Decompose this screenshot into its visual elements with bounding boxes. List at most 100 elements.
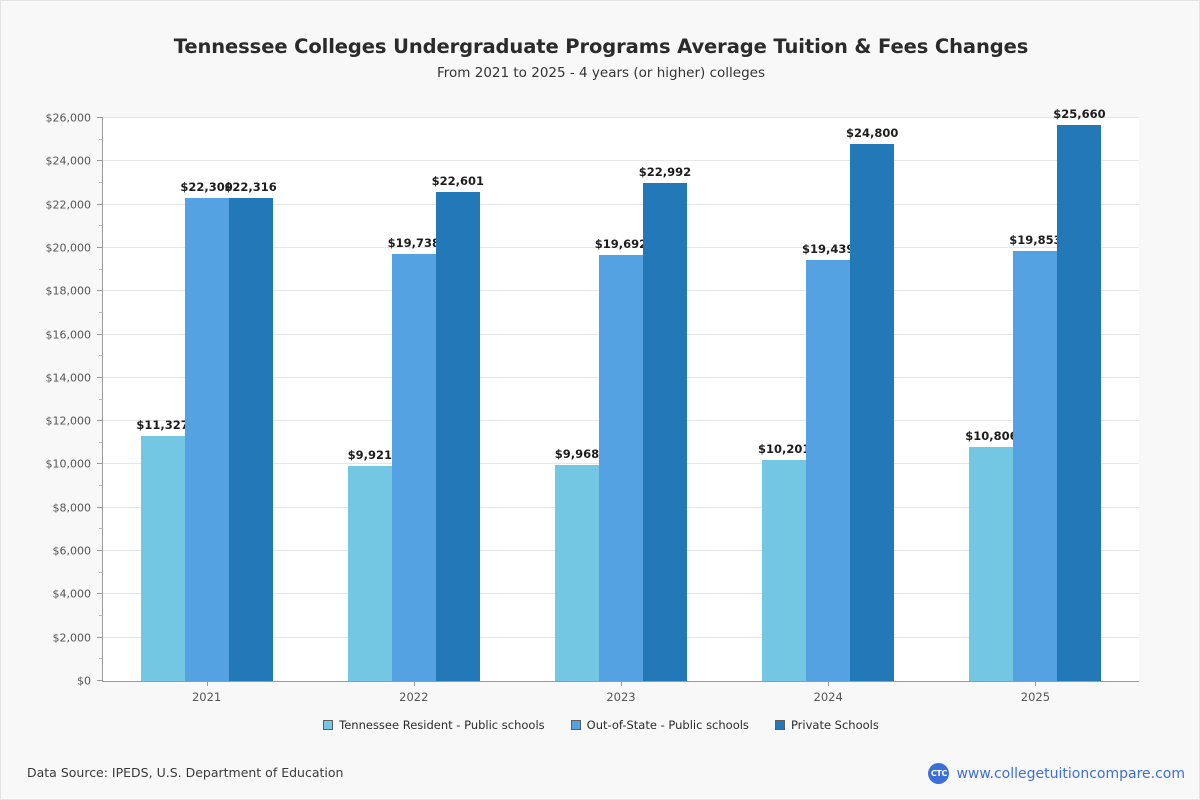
bar-value-label: $24,800 <box>845 126 899 140</box>
legend-swatch-icon <box>570 720 581 730</box>
y-axis-tick <box>97 376 103 378</box>
y-axis-label: $18,000 <box>45 284 92 298</box>
x-axis-label: 2025 <box>1020 690 1051 704</box>
y-axis-label: $12,000 <box>45 414 92 428</box>
y-axis-minor-tick <box>99 398 103 400</box>
y-axis-minor-tick <box>99 181 103 183</box>
y-axis-minor-tick <box>99 225 103 227</box>
bar-value-label: $9,968 <box>554 447 600 462</box>
chart-legend: Tennessee Resident - Public schools Out-o… <box>1 718 1200 732</box>
legend-label: Tennessee Resident - Public schools <box>339 718 545 732</box>
y-axis-tick <box>97 506 103 508</box>
legend-label: Private Schools <box>790 718 879 732</box>
ctc-logo-icon: CTC <box>928 763 950 784</box>
y-axis-tick <box>97 550 103 552</box>
gridline <box>103 160 1139 162</box>
y-axis-minor-tick <box>99 615 103 617</box>
bar[interactable]: $19,853 <box>1009 233 1062 681</box>
bar-group: $11,327 $22,300 $22,316 <box>136 118 277 681</box>
gridline <box>103 246 1139 248</box>
y-axis-label: $0 <box>77 674 91 688</box>
y-axis-label: $24,000 <box>45 154 92 168</box>
page-title: Tennessee Colleges Undergraduate Program… <box>173 35 1029 58</box>
legend-swatch-icon <box>323 720 334 730</box>
bar-value-label: $11,327 <box>136 417 189 432</box>
y-axis-minor-tick <box>99 311 103 313</box>
bar[interactable]: $22,316 <box>224 180 277 681</box>
bar[interactable]: $22,300 <box>180 180 233 681</box>
brand-footer[interactable]: CTC www.collegetuitioncompare.com <box>928 763 1185 784</box>
x-axis-tick <box>621 681 622 686</box>
bar[interactable]: $19,738 <box>388 236 440 681</box>
x-axis-label: 2021 <box>191 690 222 704</box>
bar-value-label: $25,660 <box>1053 107 1106 122</box>
bar-group: $9,968 $19,692 $22,992 <box>555 118 691 681</box>
y-axis-minor-tick <box>99 658 103 660</box>
bar-value-label: $19,738 <box>387 235 440 250</box>
bar[interactable]: $25,660 <box>1053 107 1106 681</box>
y-axis-label: $14,000 <box>45 371 92 385</box>
bar-group: $10,201 $19,439 $24,800 <box>758 118 898 681</box>
bar-value-label: $22,992 <box>638 165 692 180</box>
bar-value-label: $22,601 <box>431 173 484 188</box>
y-axis-minor-tick <box>99 571 103 573</box>
y-axis-minor-tick <box>99 138 103 140</box>
y-axis-label: $8,000 <box>52 501 92 515</box>
y-axis-label: $2,000 <box>52 631 92 645</box>
y-axis-tick <box>97 203 103 205</box>
bar-value-label: $22,300 <box>180 180 233 195</box>
x-axis-tick <box>206 681 208 686</box>
bar-value-label: $10,201 <box>757 442 811 457</box>
y-axis-label: $26,000 <box>45 111 92 125</box>
bar[interactable]: $9,968 <box>555 447 599 681</box>
legend-item[interactable]: Private Schools <box>774 718 879 732</box>
bar[interactable]: $9,921 <box>348 448 392 681</box>
data-source-note: Data Source: IPEDS, U.S. Department of E… <box>27 765 344 780</box>
legend-item[interactable]: Tennessee Resident - Public schools <box>323 718 545 732</box>
gridline <box>103 203 1139 205</box>
bar[interactable]: $10,201 <box>758 442 810 681</box>
bar-group: $10,806 $19,853 $25,660 <box>965 107 1106 681</box>
y-axis-label: $4,000 <box>52 587 92 601</box>
bar[interactable]: $19,692 <box>595 237 647 681</box>
bar[interactable]: $11,327 <box>136 418 189 681</box>
y-axis-tick <box>97 636 103 638</box>
bar[interactable]: $19,439 <box>802 242 854 681</box>
bar-value-label: $9,921 <box>347 448 392 463</box>
x-axis-label: 2022 <box>399 690 429 704</box>
x-axis-tick <box>1035 681 1037 686</box>
y-axis-tick <box>97 680 103 681</box>
bar[interactable]: $22,992 <box>639 165 691 681</box>
y-axis-minor-tick <box>99 355 103 357</box>
bar-value-label: $19,439 <box>801 242 855 257</box>
bar-value-label: $19,692 <box>594 236 648 251</box>
y-axis-label: $20,000 <box>45 241 92 255</box>
y-axis-minor-tick <box>99 441 103 443</box>
x-axis-label: 2024 <box>813 690 843 704</box>
bar-value-label: $10,806 <box>965 429 1018 444</box>
plot-area: $11,327 $22,300 $22,316 $9,921 $19,738 $22,60… <box>97 107 1139 704</box>
legend-label: Out-of-State - Public schools <box>586 718 749 732</box>
bar[interactable]: $22,601 <box>432 174 484 681</box>
bar[interactable]: $24,800 <box>846 126 898 681</box>
page-subtitle: From 2021 to 2025 - 4 years (or higher) … <box>437 65 765 81</box>
legend-item[interactable]: Out-of-State - Public schools <box>570 718 749 732</box>
gridline <box>103 117 1139 118</box>
bar-value-label: $22,316 <box>224 179 277 194</box>
y-axis-minor-tick <box>99 268 103 270</box>
y-axis-minor-tick <box>99 485 103 487</box>
legend-swatch-icon <box>774 720 785 730</box>
brand-url-link[interactable]: www.collegetuitioncompare.com <box>956 765 1185 782</box>
bar[interactable]: $10,806 <box>965 429 1018 681</box>
x-axis-tick <box>828 681 830 686</box>
x-axis-label: 2023 <box>606 690 636 704</box>
y-axis-tick <box>97 463 103 465</box>
y-axis-label: $16,000 <box>45 328 92 342</box>
y-axis-minor-tick <box>99 528 103 530</box>
y-axis-label: $6,000 <box>52 544 92 558</box>
y-axis-label: $22,000 <box>45 198 92 212</box>
y-axis-label: $10,000 <box>45 457 92 471</box>
y-axis-tick <box>97 593 103 595</box>
x-axis-tick <box>413 681 415 686</box>
